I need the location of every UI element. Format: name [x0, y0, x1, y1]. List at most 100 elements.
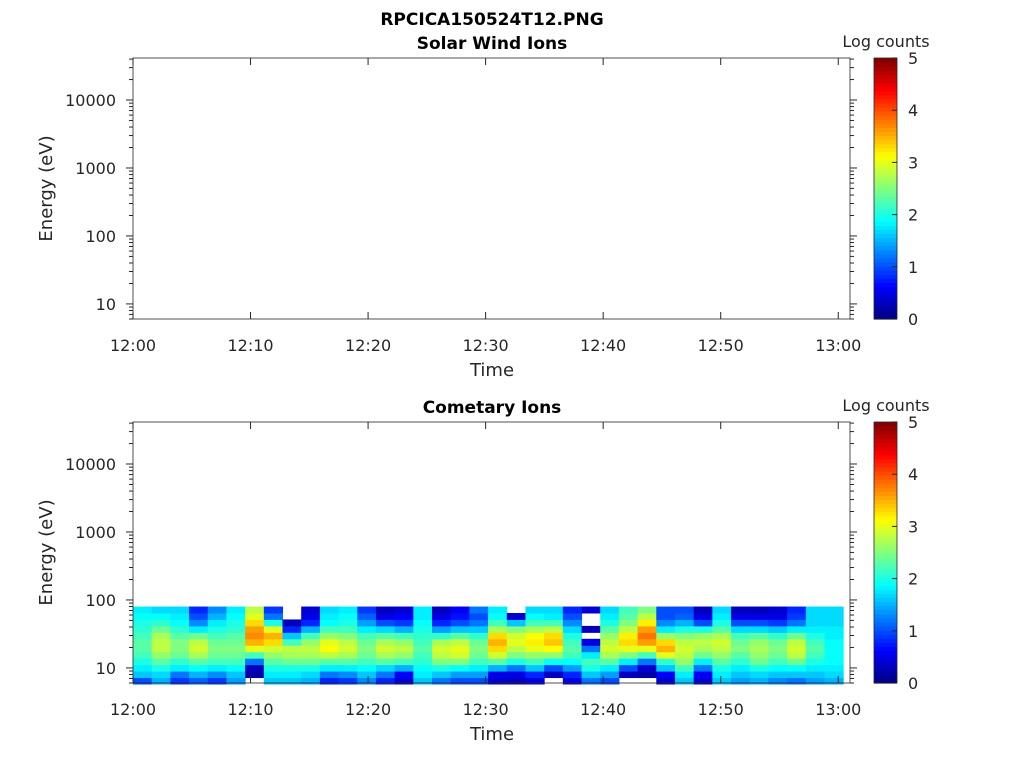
- panel-title: Solar Wind Ions: [417, 34, 568, 54]
- heatmap-cell: [263, 632, 284, 640]
- colorbar-segment: [874, 184, 897, 190]
- heatmap-cell: [749, 664, 769, 672]
- colorbar-segment: [874, 662, 897, 668]
- heatmap-cell: [413, 638, 433, 646]
- heatmap-cell: [712, 619, 732, 627]
- heatmap-cell: [170, 625, 190, 633]
- heatmap-cell: [488, 651, 508, 659]
- colorbar-tick-label: 2: [908, 570, 918, 589]
- heatmap-cell: [488, 612, 508, 620]
- heatmap-cell: [207, 645, 227, 653]
- heatmap-cell: [749, 625, 769, 633]
- colorbar-segment: [874, 442, 897, 448]
- colorbar-segment: [874, 294, 897, 300]
- heatmap-cell: [189, 664, 209, 672]
- heatmap-cell: [338, 651, 358, 659]
- heatmap-cell: [319, 612, 340, 620]
- heatmap-cell: [637, 606, 657, 614]
- heatmap-cell: [301, 632, 321, 640]
- heatmap-cell: [787, 638, 807, 646]
- heatmap-cell: [394, 664, 414, 672]
- heatmap-cell: [693, 606, 713, 614]
- heatmap-cell: [805, 638, 825, 646]
- heatmap-cell: [245, 632, 265, 640]
- heatmap-cell: [301, 651, 321, 659]
- heatmap-cell: [637, 658, 657, 666]
- colorbar-segment: [874, 82, 897, 88]
- heatmap-cell: [544, 638, 564, 646]
- heatmap-cell: [394, 658, 414, 666]
- colorbar-segment: [874, 605, 897, 611]
- heatmap-cell: [637, 619, 657, 627]
- colorbar-segment: [874, 151, 897, 157]
- heatmap-cell: [151, 606, 171, 614]
- heatmap-cell: [245, 645, 265, 653]
- heatmap-cell: [731, 619, 751, 627]
- colorbar-segment: [874, 658, 897, 664]
- heatmap-cell: [674, 638, 695, 646]
- heatmap-cell: [432, 632, 452, 640]
- heatmap-cell: [375, 677, 396, 685]
- colorbar-segment: [874, 589, 897, 594]
- heatmap-cell: [189, 658, 209, 666]
- heatmap-cell: [170, 651, 190, 659]
- heatmap-cell: [450, 625, 470, 633]
- heatmap-cell: [432, 606, 452, 614]
- heatmap-cell: [824, 651, 844, 659]
- colorbar-segment: [874, 90, 897, 96]
- heatmap-cell: [618, 625, 639, 633]
- heatmap-cell: [226, 612, 246, 620]
- heatmap-cell: [226, 606, 246, 614]
- colorbar-segment: [874, 475, 897, 480]
- x-tick-label: 12:40: [580, 336, 626, 355]
- heatmap-cell: [581, 638, 601, 646]
- colorbar-segment: [874, 111, 897, 116]
- colorbar-segment: [874, 139, 897, 145]
- heatmap-cell: [656, 645, 676, 653]
- heatmap-cell: [693, 671, 713, 679]
- heatmap-cell: [805, 612, 825, 620]
- heatmap-cell: [656, 677, 676, 685]
- heatmap-cell: [357, 658, 377, 666]
- colorbar-segment: [874, 241, 897, 247]
- heatmap-cell: [562, 645, 583, 653]
- heatmap-cell: [618, 671, 639, 679]
- colorbar-segment: [874, 581, 897, 586]
- colorbar-segment: [874, 237, 897, 243]
- heatmap-cell: [170, 645, 190, 653]
- colorbar-segment: [874, 601, 897, 607]
- heatmap-cell: [787, 612, 807, 620]
- colorbar-segment: [874, 548, 897, 554]
- colorbar-segment: [874, 249, 897, 255]
- heatmap-cell: [357, 671, 377, 679]
- heatmap-cell: [787, 606, 807, 614]
- heatmap-cell: [263, 664, 284, 672]
- heatmap-cell: [226, 651, 246, 659]
- heatmap-cell: [805, 658, 825, 666]
- colorbar-segment: [874, 147, 897, 153]
- heatmap-cell: [432, 671, 452, 679]
- heatmap-cell: [319, 651, 340, 659]
- colorbar-segment: [874, 290, 897, 296]
- heatmap-cell: [469, 632, 489, 640]
- heatmap-cell: [450, 671, 470, 679]
- heatmap-cell: [787, 671, 807, 679]
- heatmap-cell: [207, 606, 227, 614]
- heatmap-cell: [226, 645, 246, 653]
- heatmap-cell: [581, 651, 601, 659]
- x-tick-label: 13:00: [815, 700, 861, 719]
- colorbar-segment: [874, 556, 897, 562]
- colorbar-segment: [874, 454, 897, 460]
- heatmap-cell: [469, 612, 489, 620]
- heatmap-cell: [805, 632, 825, 640]
- heatmap-cell: [506, 677, 526, 685]
- colorbar-segment: [874, 487, 897, 492]
- heatmap-cell: [375, 619, 396, 627]
- heatmap-cell: [226, 658, 246, 666]
- heatmap-cell: [712, 651, 732, 659]
- heatmap-cell: [413, 632, 433, 640]
- heatmap-cell: [768, 651, 788, 659]
- heatmap-cell: [805, 664, 825, 672]
- heatmap-cell: [637, 625, 657, 633]
